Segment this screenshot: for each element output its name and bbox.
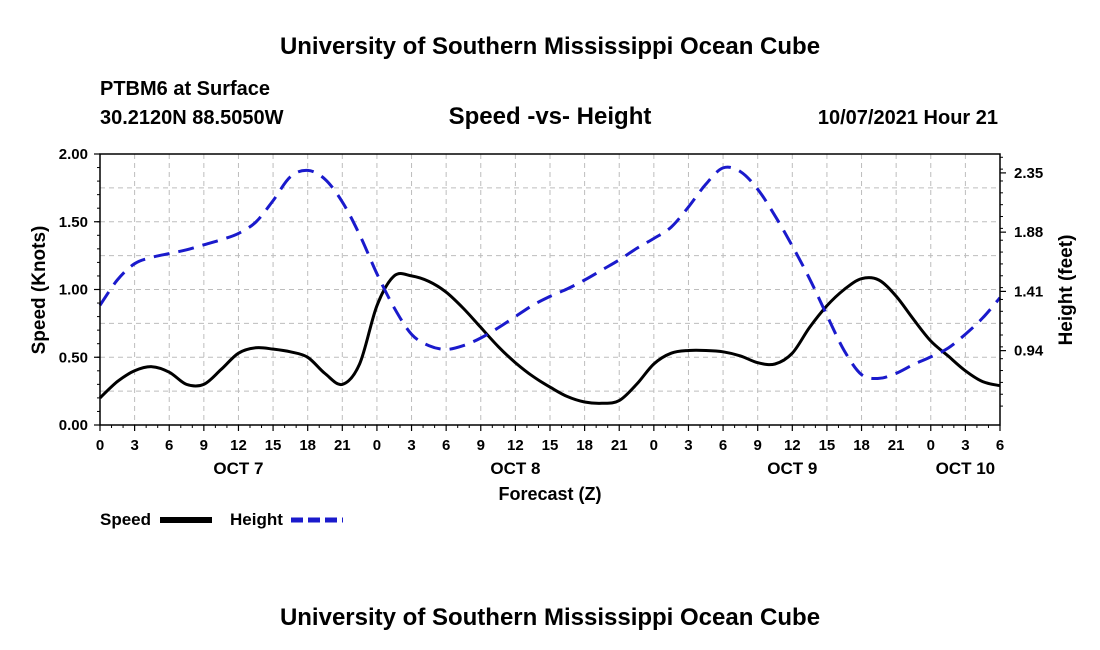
y2-tick-label: 0.94 <box>1014 343 1044 360</box>
station-label: PTBM6 at Surface <box>100 78 270 100</box>
footer-title: University of Southern Mississippi Ocean… <box>280 604 820 631</box>
x-tick-label: 12 <box>784 437 801 454</box>
x-tick-label: 6 <box>442 437 450 454</box>
x-tick-label: 18 <box>853 437 870 454</box>
x-tick-label: 0 <box>650 437 658 454</box>
legend-speed-label: Speed <box>100 510 151 529</box>
x-axis-label: Forecast (Z) <box>498 484 601 504</box>
x-tick-label: 3 <box>684 437 692 454</box>
x-tick-label: 9 <box>477 437 485 454</box>
x-tick-label: 15 <box>542 437 559 454</box>
x-tick-label: 9 <box>754 437 762 454</box>
grid-lines <box>100 154 1000 425</box>
x-tick-label: 6 <box>165 437 173 454</box>
day-label: OCT 8 <box>490 459 540 478</box>
x-tick-label: 9 <box>200 437 208 454</box>
x-tick-label: 15 <box>819 437 836 454</box>
y-tick-label: 2.00 <box>59 146 88 163</box>
x-tick-label: 12 <box>507 437 524 454</box>
y-tick-label: 1.50 <box>59 214 88 231</box>
legend: Speed Height <box>100 510 343 529</box>
x-tick-label: 0 <box>927 437 935 454</box>
axes: 0 3 6 9 12 15 18 21 0 3 6 9 12 15 18 21 0 3 6 9 12 15 18 21 0 3 6O… <box>59 146 1044 478</box>
series-line-height <box>98 165 1002 381</box>
x-tick-label: 21 <box>888 437 905 454</box>
y2-tick-label: 1.88 <box>1014 224 1043 241</box>
y-tick-label: 0.50 <box>59 349 88 366</box>
x-tick-label: 21 <box>334 437 351 454</box>
x-tick-label: 3 <box>961 437 969 454</box>
x-tick-label: 3 <box>130 437 138 454</box>
x-tick-label: 6 <box>996 437 1004 454</box>
x-tick-label: 0 <box>96 437 104 454</box>
x-tick-label: 3 <box>407 437 415 454</box>
y2-tick-label: 1.41 <box>1014 283 1043 300</box>
x-tick-label: 6 <box>719 437 727 454</box>
chart-title: Speed -vs- Height <box>449 103 652 130</box>
x-tick-label: 12 <box>230 437 247 454</box>
y2-axis-label: Height (feet) <box>1056 235 1077 346</box>
y-tick-label: 0.00 <box>59 417 88 434</box>
page-title: University of Southern Mississippi Ocean… <box>280 33 820 60</box>
x-tick-label: 21 <box>611 437 628 454</box>
y-tick-label: 1.00 <box>59 282 88 299</box>
station-coordinates: 30.2120N 88.5050W <box>100 107 284 129</box>
y-axis-label: Speed (Knots) <box>29 226 50 355</box>
x-tick-label: 18 <box>576 437 593 454</box>
day-label: OCT 7 <box>213 459 263 478</box>
legend-height-label: Height <box>230 510 283 529</box>
series-line-speed <box>98 272 1001 405</box>
forecast-datetime: 10/07/2021 Hour 21 <box>818 107 998 129</box>
x-tick-label: 15 <box>265 437 282 454</box>
series-layer <box>98 165 1002 405</box>
x-tick-label: 18 <box>299 437 316 454</box>
x-tick-label: 0 <box>373 437 381 454</box>
y2-tick-label: 2.35 <box>1014 165 1043 182</box>
day-label: OCT 10 <box>936 459 996 478</box>
day-label: OCT 9 <box>767 459 817 478</box>
